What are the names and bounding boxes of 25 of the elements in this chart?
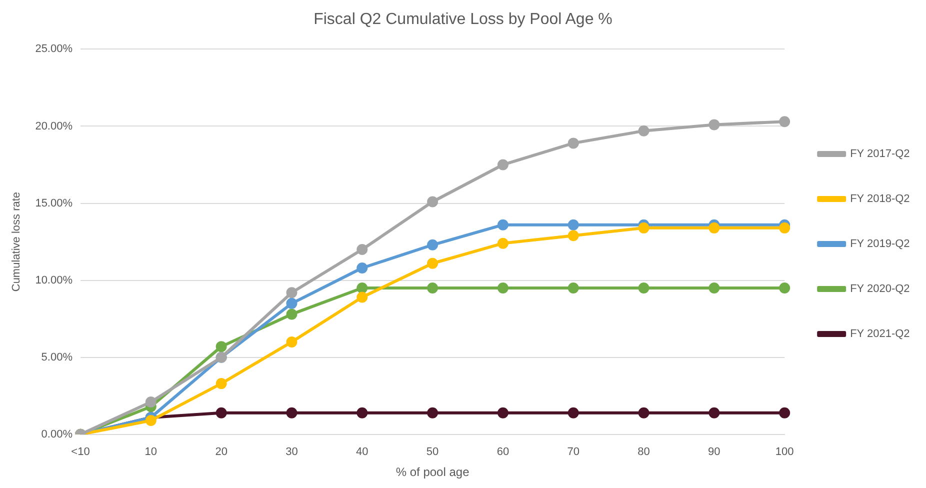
x-axis-title: % of pool age: [396, 465, 470, 480]
x-tick-label: <10: [71, 446, 90, 458]
y-tick-label: 15.00%: [35, 197, 73, 210]
x-tick-label: 80: [638, 446, 650, 458]
x-tick-label: 60: [496, 446, 510, 458]
legend-label: FY 2021-Q2: [850, 328, 910, 340]
y-tick-label: 0.00%: [41, 428, 73, 440]
x-tick-label: 70: [567, 446, 580, 458]
x-tick-label: 100: [775, 446, 794, 458]
y-tick-label: 20.00%: [35, 120, 73, 132]
legend-label: FY 2017-Q2: [850, 148, 910, 160]
y-tick-label: 10.00%: [35, 274, 73, 286]
y-tick-label: 5.00%: [41, 351, 73, 364]
x-tick-label: 40: [356, 446, 368, 458]
y-axis-title: Cumulative loss rate: [10, 192, 23, 292]
legend-label: FY 2019-Q2: [850, 238, 910, 250]
x-tick-label: 90: [708, 446, 720, 458]
x-tick-label: 20: [215, 446, 228, 458]
legend-label: FY 2018-Q2: [850, 193, 910, 206]
legend-label: FY 2020-Q2: [850, 283, 910, 296]
y-tick-label: 25.00%: [35, 43, 73, 56]
x-tick-label: 30: [286, 446, 298, 458]
x-tick-label: 50: [426, 446, 439, 458]
x-tick-label: 10: [144, 446, 158, 458]
chart-title: Fiscal Q2 Cumulative Loss by Pool Age %: [314, 11, 612, 28]
